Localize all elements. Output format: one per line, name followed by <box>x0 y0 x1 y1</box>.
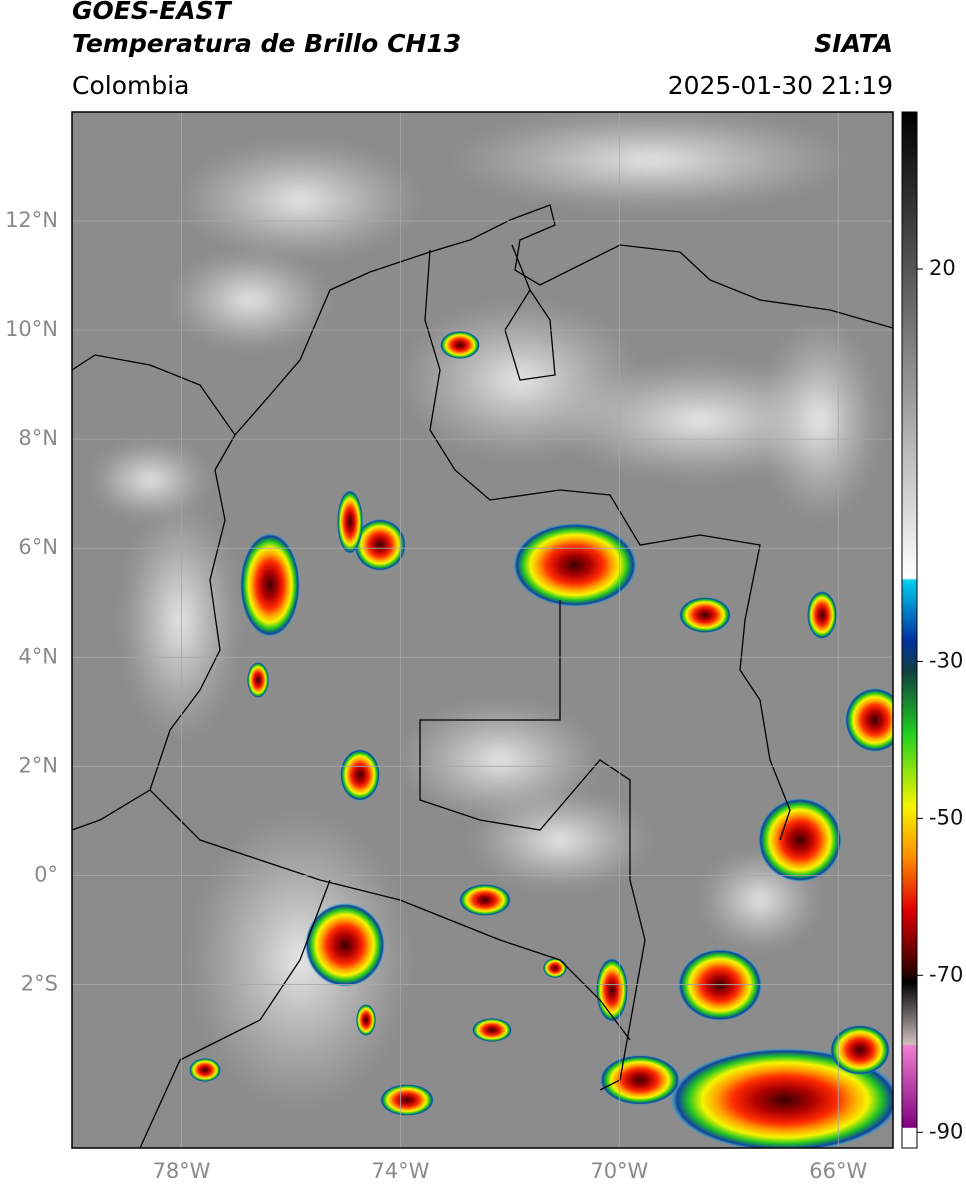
storm-cell <box>543 958 567 978</box>
timestamp: 2025-01-30 21:19 <box>668 71 893 100</box>
region: Colombia <box>72 71 189 100</box>
border-peru <box>139 879 331 1148</box>
cloud <box>470 790 650 890</box>
colorbar-tick-label: -30 <box>929 648 963 672</box>
colorbar <box>901 111 918 1149</box>
storm-cell <box>513 523 637 607</box>
lat-label: 4°N <box>18 644 58 668</box>
storm-cell <box>596 958 628 1022</box>
lake <box>504 244 556 381</box>
lon-label: 78°W <box>152 1159 210 1183</box>
colorbar-ticks: 20 -30 -50 -70 -90 <box>917 256 963 1143</box>
cloud <box>180 140 420 260</box>
colorbar-tick-label: -70 <box>929 962 963 986</box>
storm-cell <box>600 1055 680 1105</box>
cloud <box>170 250 330 350</box>
map-imagery <box>72 112 893 1148</box>
colorbar-tick-label: 20 <box>929 256 956 280</box>
cloud <box>760 320 880 520</box>
pacific-coast <box>72 434 236 831</box>
storm-cell <box>679 597 731 633</box>
colorbar-tick-label: -90 <box>929 1119 963 1143</box>
border-venezuela <box>424 249 791 841</box>
lat-label: 8°N <box>18 426 58 450</box>
storm-cell <box>305 903 385 987</box>
lon-label: 74°W <box>371 1159 429 1183</box>
borders <box>72 204 893 1148</box>
cloud <box>400 700 600 820</box>
border-brazil <box>419 600 646 1091</box>
storm-cell <box>380 1084 434 1116</box>
cloud <box>90 440 210 520</box>
storm-cell <box>459 884 511 916</box>
storm-cell <box>807 591 837 639</box>
lat-label: 12°N <box>5 208 58 232</box>
storm-cell <box>472 1018 512 1042</box>
storm-cell <box>354 519 406 571</box>
cloud-layer <box>90 112 880 1110</box>
title: GOES-EAST <box>72 0 233 25</box>
storm-cell <box>758 798 842 882</box>
storm-cell <box>340 749 380 801</box>
border-ecuador-peru <box>149 789 631 1041</box>
cloud <box>120 500 240 740</box>
storm-cell <box>440 331 480 359</box>
storm-cell <box>247 662 269 698</box>
convection-layer <box>189 331 893 1148</box>
storm-cell <box>830 1025 890 1075</box>
storm-cell <box>670 1048 893 1148</box>
subtitle: Temperatura de Brillo CH13 <box>72 29 461 58</box>
map-frame <box>71 111 894 1149</box>
lat-label: 6°N <box>18 535 58 559</box>
storm-cell <box>678 949 762 1021</box>
storm-cell <box>240 533 300 637</box>
storm-cell <box>356 1004 376 1036</box>
lon-label: 66°W <box>809 1159 867 1183</box>
cloud <box>450 112 850 210</box>
storm-cell <box>189 1058 221 1082</box>
storm-cell <box>845 688 893 752</box>
graticule <box>72 112 893 1148</box>
lat-label: 0° <box>34 862 58 886</box>
lat-label: 2°N <box>18 753 58 777</box>
lat-label: 10°N <box>5 317 58 341</box>
storm-cell <box>337 490 363 554</box>
map-axes: 12°N 10°N 8°N 6°N 4°N 2°N 0° 2°S 78°W 74°W 70°W 66°… <box>5 208 867 1183</box>
lat-label: 2°S <box>21 971 58 995</box>
source: SIATA <box>814 29 893 58</box>
lon-label: 70°W <box>590 1159 648 1183</box>
colorbar-tick-label: -50 <box>929 805 963 829</box>
